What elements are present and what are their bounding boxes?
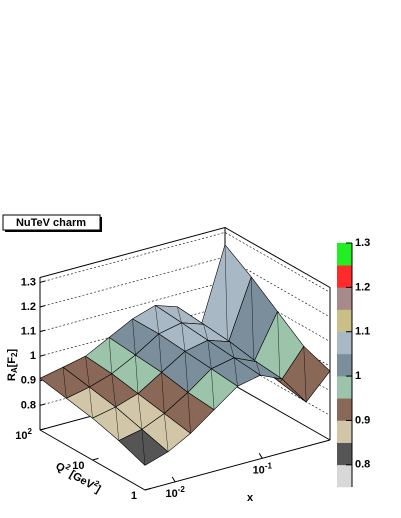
x-tick-label: 10-2​ bbox=[166, 485, 186, 500]
surface-diagonal bbox=[277, 311, 281, 383]
title-box bbox=[2, 214, 101, 231]
surface-diagonal bbox=[137, 393, 143, 430]
palette-bin bbox=[337, 464, 352, 488]
grid-line bbox=[39, 232, 331, 293]
z-tick-label: 0.8 bbox=[21, 399, 36, 411]
surface-diagonal bbox=[177, 306, 182, 323]
surface-diagonal bbox=[115, 406, 119, 441]
palette-bin bbox=[337, 265, 352, 288]
palette-bin bbox=[337, 420, 352, 443]
palette-bin bbox=[337, 442, 352, 466]
surface-diagonal bbox=[132, 318, 136, 356]
z-tick-label: 1 bbox=[30, 350, 36, 362]
palette-bin bbox=[337, 309, 352, 333]
surface-diagonal bbox=[164, 413, 169, 452]
surface-diagonal bbox=[229, 341, 235, 358]
chart-title: NuTeV charm bbox=[16, 217, 86, 229]
surface-diagonal bbox=[279, 378, 283, 383]
palette-bin bbox=[337, 376, 352, 399]
y-tick-label: 1 bbox=[131, 490, 137, 502]
palette-bin bbox=[337, 398, 352, 421]
palette-tick-label: 1.2 bbox=[355, 281, 370, 293]
palette-bin bbox=[337, 287, 352, 310]
z-tick bbox=[39, 329, 46, 333]
surface-diagonal bbox=[255, 361, 261, 376]
surface-diagonal bbox=[158, 333, 162, 373]
surface-diagonal bbox=[141, 429, 146, 466]
surface-diagonal bbox=[62, 367, 67, 399]
z-tick-label: 1.3 bbox=[21, 276, 36, 288]
palette-tick-label: 1 bbox=[355, 370, 361, 382]
z-axis-title: RA​[F2​] bbox=[6, 349, 19, 382]
surface-diagonal bbox=[181, 322, 186, 352]
z-tick bbox=[39, 403, 46, 406]
x-tick-label: 10-1​ bbox=[253, 461, 273, 476]
surface-diagonal bbox=[303, 346, 307, 403]
surface-diagonal bbox=[111, 373, 116, 408]
surface-diagonal bbox=[161, 372, 165, 414]
z-tick bbox=[39, 354, 46, 357]
x-tick bbox=[258, 453, 263, 459]
surface-diagonal bbox=[108, 337, 112, 374]
surface-diagonal bbox=[203, 324, 209, 341]
surface-diagonal bbox=[89, 387, 93, 419]
surface-diagonal bbox=[187, 392, 191, 434]
palette-bin bbox=[337, 243, 352, 266]
surface-diagonal bbox=[251, 276, 254, 363]
palette-bin bbox=[337, 331, 352, 355]
palette-tick-label: 0.8 bbox=[355, 459, 370, 471]
surface bbox=[39, 244, 331, 466]
z-tick bbox=[39, 280, 46, 283]
palette-tick-label: 0.9 bbox=[355, 414, 370, 426]
x-tick bbox=[171, 476, 176, 483]
y-tick bbox=[39, 427, 47, 431]
surface-diagonal bbox=[135, 354, 139, 394]
surface-diagonal bbox=[224, 244, 228, 345]
z-tick-label: 0.9 bbox=[21, 375, 36, 387]
surface-diagonal bbox=[233, 357, 238, 387]
z-tick bbox=[39, 305, 46, 308]
surface-diagonal bbox=[155, 305, 159, 334]
palette-bin bbox=[337, 353, 352, 377]
palette-tick-label: 1.1 bbox=[355, 326, 370, 338]
surface-diagonal bbox=[85, 356, 90, 388]
grid-line bbox=[39, 281, 331, 342]
grid-line bbox=[39, 256, 331, 318]
palette-tick-label: 1.3 bbox=[355, 237, 370, 249]
axes-frame: 1 10 102​ 10-2​ 10-1​ bbox=[15, 427, 331, 502]
y-tick bbox=[144, 487, 152, 491]
y-tick bbox=[92, 457, 99, 461]
surface-diagonal bbox=[184, 351, 189, 393]
surface-diagonal bbox=[207, 340, 212, 369]
grid-line bbox=[39, 355, 331, 416]
y-tick-label: 10 bbox=[72, 460, 84, 472]
z-tick-label: 1.2 bbox=[21, 301, 36, 313]
z-tick-label: 1.1 bbox=[21, 326, 36, 338]
surface-diagonal bbox=[211, 368, 215, 410]
y-tick-label: 102​ bbox=[15, 427, 32, 442]
color-palette: 0.8 0.9 1 1.1 1.2 1.3 bbox=[337, 237, 370, 488]
x-axis-title: x bbox=[247, 492, 254, 504]
